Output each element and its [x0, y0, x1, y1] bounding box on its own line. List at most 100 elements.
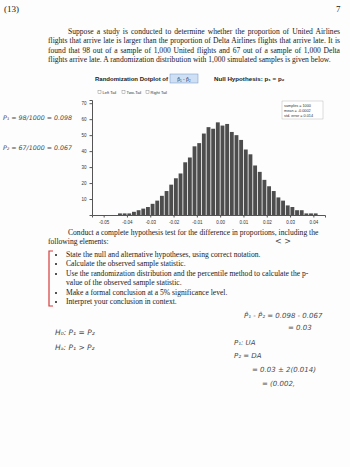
- bar: [230, 132, 234, 215]
- stats-line: mean = -0.0002: [284, 109, 311, 113]
- bar: [141, 209, 145, 215]
- bar: [216, 122, 220, 215]
- bar: [174, 178, 178, 215]
- y-tick-mark: [90, 103, 93, 104]
- x-tick: -0.04: [122, 215, 133, 225]
- handwriting: H₀: P₁ = P₂: [55, 328, 95, 337]
- y-tick-label: 70: [81, 101, 87, 106]
- bar: [127, 213, 131, 215]
- stats-line: samples = 1000: [284, 104, 311, 108]
- bar: [123, 213, 127, 215]
- x-tick-label: -0.01: [192, 220, 203, 225]
- x-tick-label: -0.03: [146, 220, 157, 225]
- y-tick-label: 20: [81, 181, 87, 186]
- y-tick-mark: [90, 183, 93, 184]
- page-number: 7: [336, 4, 341, 14]
- x-axis: -0.05 -0.04 -0.03 -0.02 -0.01 0.00 0.01 0.02 0.0…: [93, 215, 326, 225]
- bullet-list: State the null and alternative hypothese…: [54, 250, 316, 306]
- x-tick-label: -0.02: [169, 220, 180, 225]
- x-tick: 0.04: [309, 215, 318, 225]
- y-tick-mark: [90, 119, 93, 120]
- bar: [193, 146, 197, 215]
- y-tick-label: 40: [81, 149, 87, 154]
- bar: [188, 158, 192, 216]
- x-tick-label: -0.04: [122, 220, 133, 225]
- x-tick-mark: [174, 215, 175, 218]
- x-tick: -0.05: [99, 215, 110, 225]
- bar: [132, 212, 136, 215]
- x-tick: -0.01: [192, 215, 203, 225]
- bar: [183, 162, 187, 215]
- bar: [276, 197, 280, 215]
- tab-checkbox: [98, 91, 101, 94]
- bullet: Interpret your conclusion in context.: [66, 297, 316, 306]
- x-tick-mark: [290, 215, 291, 218]
- y-tick: 10: [81, 197, 92, 202]
- x-tick-label: 0.04: [309, 220, 318, 225]
- tab-checkbox: [122, 91, 125, 94]
- x-tick-mark: [267, 215, 268, 218]
- handwriting: P₂ = 67/1000 = 0.067: [3, 144, 72, 151]
- bar: [146, 207, 150, 215]
- bar: [253, 165, 257, 215]
- paragraph: Suppose a study is conducted to determin…: [48, 27, 340, 65]
- x-tick-label: 0.03: [286, 220, 295, 225]
- bar: [197, 143, 201, 215]
- y-tick-mark: [90, 135, 93, 136]
- x-tick-label: 0.02: [263, 220, 272, 225]
- bar: [262, 180, 266, 215]
- bar: [267, 186, 271, 215]
- x-tick-mark: [127, 215, 128, 218]
- bar: [272, 191, 276, 215]
- bar: [151, 204, 155, 215]
- bar: [202, 134, 206, 215]
- statistic-box: [170, 74, 198, 83]
- bar: [300, 210, 304, 215]
- bar: [286, 205, 290, 215]
- handwriting: = 0.03: [288, 324, 312, 332]
- instructions: Conduct a complete hypothesis test for t…: [48, 228, 340, 247]
- x-tick: 0.01: [240, 215, 249, 225]
- bars: [118, 122, 318, 215]
- x-tick: -0.02: [169, 215, 180, 225]
- x-tick: 0.03: [286, 215, 295, 225]
- bar: [225, 124, 229, 215]
- statistic: p̂₁ - p̂₂: [177, 76, 191, 82]
- bar: [304, 213, 308, 215]
- bar: [314, 213, 318, 215]
- x-tick-mark: [104, 215, 105, 218]
- y-tick: 50: [81, 133, 92, 138]
- x-axis-line: [93, 216, 326, 218]
- x-tick: 0.00: [216, 215, 225, 225]
- x-tick-mark: [197, 215, 198, 218]
- y-tick-label: 10: [81, 197, 87, 202]
- tab-label: Right Tail: [151, 90, 167, 95]
- x-tick-label: 0.01: [240, 220, 249, 225]
- tab-checkbox: [146, 91, 149, 94]
- handwriting: P̂₁ - P̂₂ = 0.098 - 0.067: [244, 311, 323, 320]
- bar: [249, 154, 253, 215]
- handwriting: P₂ = DA: [234, 352, 262, 360]
- y-tick-mark: [90, 167, 93, 168]
- bar: [211, 129, 215, 215]
- bar: [137, 210, 141, 215]
- bar: [295, 210, 299, 215]
- red-bracket: [49, 251, 53, 306]
- x-tick-mark: [150, 215, 151, 218]
- bullet: Make a formal conclusion at a 5% signifi…: [66, 288, 316, 297]
- y-tick-label: 30: [81, 165, 87, 170]
- bar: [207, 127, 211, 215]
- page-svg: Randomization Dotplot ofp̂₁ - p̂₂Null Hy…: [0, 0, 350, 467]
- tab-label: Two-Tail: [127, 90, 142, 95]
- y-axis-line: [90, 101, 93, 216]
- bar: [165, 191, 169, 215]
- bar: [235, 135, 239, 215]
- y-tick: 20: [81, 181, 92, 186]
- handwriting: P₁ = 98/1000 = 0.098: [3, 114, 72, 121]
- bar: [318, 215, 322, 216]
- handwriting: = (0.002,: [262, 380, 295, 388]
- handwriting: P₁: UA: [234, 339, 256, 347]
- bullet: Calculate the observed sample statistic.: [66, 259, 316, 268]
- y-tick-mark: [90, 199, 93, 200]
- bar: [155, 201, 159, 215]
